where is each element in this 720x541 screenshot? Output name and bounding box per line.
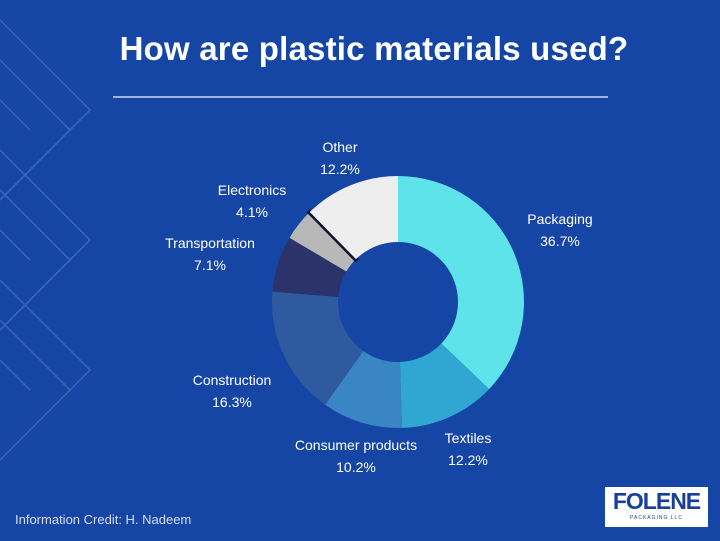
- slice-label-value: 12.2%: [448, 452, 488, 468]
- slice-consumer-products: [325, 350, 403, 428]
- brand-logo: FOLENE PACKAGING LLC: [605, 487, 708, 527]
- slice-label-value: 7.1%: [194, 257, 226, 273]
- slice-label-name: Electronics: [218, 182, 286, 198]
- slice-packaging: [398, 176, 524, 390]
- page-title: How are plastic materials used?: [119, 30, 629, 67]
- title-divider: [113, 96, 608, 98]
- logo-wordmark: FOLENE: [612, 488, 701, 514]
- slice-label-name: Transportation: [165, 235, 255, 251]
- slice-label-value: 12.2%: [320, 161, 360, 177]
- slice-label-value: 4.1%: [236, 204, 268, 220]
- slice-label-name: Consumer products: [295, 437, 417, 453]
- slice-label-name: Other: [322, 139, 357, 155]
- slice-textiles: [399, 343, 490, 428]
- slice-label-value: 10.2%: [336, 459, 376, 475]
- logo-subtext: PACKAGING LLC: [630, 515, 683, 521]
- credit-text: Information Credit: H. Nadeem: [15, 512, 192, 527]
- slice-construction: [272, 291, 364, 405]
- slice-label-name: Construction: [193, 372, 272, 388]
- slice-label-value: 16.3%: [212, 394, 252, 410]
- slice-label-name: Textiles: [445, 430, 492, 446]
- slice-label-name: Packaging: [527, 211, 592, 227]
- slice-electronics: [289, 212, 356, 272]
- slice-other: [309, 176, 398, 260]
- diamond-pattern: [0, 19, 92, 461]
- slice-transportation: [272, 237, 347, 298]
- slice-label-value: 36.7%: [540, 233, 580, 249]
